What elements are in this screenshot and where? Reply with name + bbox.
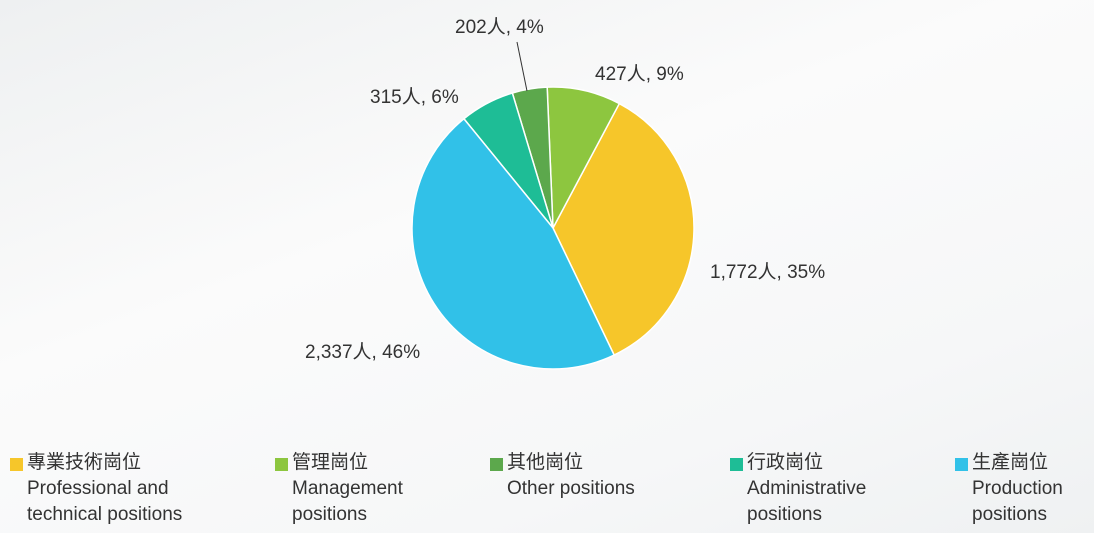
legend-label-en: Other positions bbox=[507, 478, 635, 499]
data-label: 427人, 9% bbox=[595, 63, 684, 85]
legend-swatch bbox=[730, 458, 743, 471]
legend-item: 專業技術崗位 Professional and technical positio… bbox=[10, 450, 240, 528]
legend-swatch bbox=[10, 458, 23, 471]
legend-label: 行政崗位 bbox=[747, 452, 824, 473]
data-label: 315人, 6% bbox=[370, 86, 459, 108]
legend-swatch bbox=[275, 458, 288, 471]
legend-item: 行政崗位 Administrative positions bbox=[730, 450, 900, 528]
legend-item: 管理崗位 Management positions bbox=[275, 450, 445, 528]
legend-label-en: Production positions bbox=[972, 478, 1063, 525]
legend-label-en: Administrative positions bbox=[747, 478, 867, 525]
legend-label: 其他崗位 bbox=[507, 452, 584, 473]
data-label: 202人, 4% bbox=[455, 16, 544, 38]
leader-line bbox=[516, 41, 528, 92]
data-label: 1,772人, 35% bbox=[710, 261, 825, 283]
legend-swatch bbox=[955, 458, 968, 471]
legend-label-en: Management positions bbox=[292, 478, 403, 525]
legend-swatch bbox=[490, 458, 503, 471]
legend-item: 其他崗位 Other positions bbox=[490, 450, 700, 502]
legend-label-en: Professional and technical positions bbox=[27, 478, 183, 525]
legend-label: 生產崗位 bbox=[972, 452, 1049, 473]
legend-label: 管理崗位 bbox=[292, 452, 369, 473]
pie-slice bbox=[552, 102, 695, 357]
data-label: 2,337人, 46% bbox=[305, 341, 420, 363]
legend-label: 專業技術崗位 bbox=[27, 452, 142, 473]
pie-slice bbox=[411, 117, 616, 370]
legend-item: 生產崗位 Production positions bbox=[955, 450, 1090, 528]
